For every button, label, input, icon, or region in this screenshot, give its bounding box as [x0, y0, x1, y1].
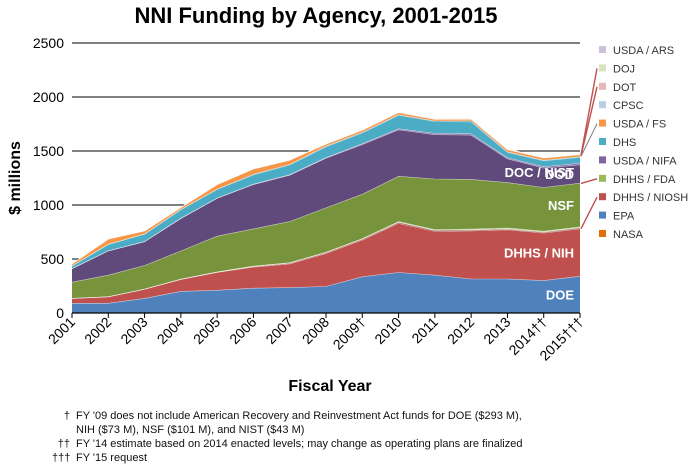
legend-label: USDA / FS [613, 119, 666, 131]
legend: USDA / ARS DOJ DOT CPSC USDA / FS DHS USDA / N… [580, 45, 688, 241]
series-edge-line [71, 221, 581, 299]
y-tick-label: 2000 [33, 89, 64, 105]
footnote-text: FY '09 does not include American Recover… [76, 410, 522, 422]
legend-swatch [599, 138, 606, 145]
series-label: DHHS / NIH [504, 246, 574, 261]
footnote-1-continued: NIH ($73 M), NSF ($101 M), and NIST ($43… [52, 423, 522, 437]
legend-label: CPSC [613, 100, 644, 112]
x-tick-label: 2004 [154, 314, 187, 347]
area-dhhs-nih [72, 223, 580, 304]
legend-label: DHS [613, 137, 636, 149]
x-tick-label: 2003 [117, 314, 150, 347]
legend-connector [580, 86, 598, 156]
series-edge-line [71, 114, 581, 267]
series-edge-line [71, 111, 581, 265]
x-tick-label: 2005 [190, 314, 223, 347]
legend-label: USDA / NIFA [613, 155, 677, 167]
x-tick-label: 2009† [330, 314, 369, 353]
legend-connector [580, 196, 598, 230]
series-label: NSF [548, 198, 574, 213]
legend-connector [580, 178, 598, 185]
footnotes: † FY '09 does not include American Recove… [52, 409, 522, 465]
footnote-text: NIH ($73 M), NSF ($101 M), and NIST ($43… [76, 424, 305, 436]
legend-label: USDA / ARS [613, 45, 674, 57]
area-doe [72, 272, 580, 313]
legend-label: EPA [613, 211, 635, 223]
y-tick-label: 0 [56, 305, 64, 321]
series-label: DOD [545, 167, 574, 182]
series-edge-line [71, 128, 581, 269]
legend-swatch [599, 46, 606, 53]
legend-connector [580, 68, 598, 156]
x-tick-label: 2013 [480, 314, 513, 347]
x-tick-label: 2007 [262, 314, 295, 347]
footnote-2: †† FY '14 estimate based on 2014 enacted … [52, 437, 523, 451]
x-axis-label: Fiscal Year [288, 378, 371, 395]
footnote-text: FY '15 request [76, 452, 147, 464]
plot-area: 0 500 1000 1500 2000 2500 2001 2002 2003 2004 2005… [33, 35, 586, 364]
y-tick-label: 1500 [33, 143, 64, 159]
footnote-mark: † [63, 410, 70, 422]
series-edge-line [72, 272, 581, 304]
x-tick-label: 2006 [226, 314, 259, 347]
area-nsf [72, 176, 580, 299]
legend-swatch [599, 82, 606, 90]
legend-swatch [599, 119, 606, 127]
legend-swatch [599, 174, 606, 182]
x-tick-label: 2010 [371, 314, 404, 347]
legend-swatch [599, 230, 606, 237]
footnote-mark: †† [57, 438, 70, 450]
x-tick-label: 2001 [45, 314, 78, 347]
legend-swatch [599, 156, 606, 164]
legend-label: DOJ [613, 63, 635, 75]
series-label: DOE [546, 288, 575, 303]
legend-swatch [599, 193, 606, 201]
legend-connector [580, 123, 598, 157]
legend-label: DHHS / FDA [613, 174, 676, 186]
legend-swatch [599, 64, 606, 72]
legend-swatch [599, 101, 606, 109]
chart-title: NNI Funding by Agency, 2001-2015 [134, 3, 497, 28]
legend-swatch [599, 211, 606, 219]
series-edge-line [71, 175, 581, 283]
x-tick-label: 2002 [81, 314, 114, 347]
y-axis-label: $ millions [7, 141, 24, 215]
x-tick-label: 2012 [444, 314, 477, 347]
legend-label: NASA [613, 229, 644, 241]
y-tick-label: 1000 [33, 197, 64, 213]
footnote-1: † FY '09 does not include American Recove… [52, 409, 522, 423]
footnote-3: ††† FY '15 request [52, 451, 522, 465]
legend-label: DOT [613, 82, 637, 94]
footnote-text: FY '14 estimate based on 2014 enacted le… [76, 438, 523, 450]
y-tick-label: 500 [41, 251, 65, 267]
y-tick-label: 2500 [33, 35, 64, 51]
x-tick-label: 2008 [299, 314, 332, 347]
x-tick-label: 2011 [408, 314, 441, 347]
area-dod [72, 129, 580, 283]
callout-label-doc-nist: DOC / NIST [505, 165, 574, 180]
footnote-mark: ††† [52, 452, 71, 464]
legend-label: DHHS / NIOSH [613, 192, 688, 204]
